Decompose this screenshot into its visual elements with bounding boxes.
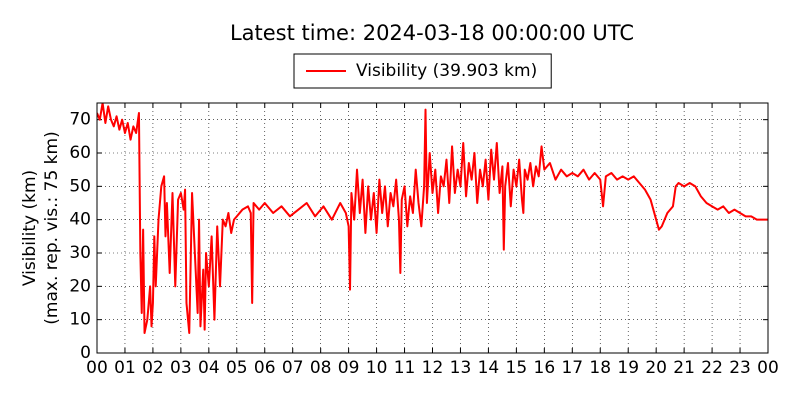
y-tick-label: 40 (69, 210, 91, 230)
x-tick-label: 06 (254, 358, 276, 378)
x-tick-label: 14 (478, 358, 500, 378)
x-tick-label: 16 (534, 358, 556, 378)
x-tick-label: 13 (450, 358, 472, 378)
legend-label: Visibility (39.903 km) (356, 61, 537, 81)
legend: Visibility (39.903 km) (293, 53, 552, 89)
plot-frame (96, 102, 769, 354)
y-tick-label: 60 (69, 143, 91, 163)
data-line (97, 103, 768, 334)
x-tick-label: 07 (282, 358, 304, 378)
x-tick-label: 10 (366, 358, 388, 378)
x-tick-label: 01 (114, 358, 136, 378)
x-tick-label: 08 (310, 358, 332, 378)
y-tick-label: 30 (69, 243, 91, 263)
x-tick-label: 18 (589, 358, 611, 378)
y-tick-label: 0 (80, 343, 91, 363)
x-tick-label: 04 (198, 358, 220, 378)
x-tick-label: 09 (338, 358, 360, 378)
x-tick-label: 00 (86, 358, 108, 378)
x-tick-label: 19 (617, 358, 639, 378)
x-tick-label: 22 (701, 358, 723, 378)
y-axis-label: (max. rep. vis.: 75 km) (42, 131, 62, 324)
y-tick-label: 10 (69, 310, 91, 330)
x-tick-label: 03 (170, 358, 192, 378)
chart-title: Latest time: 2024-03-18 00:00:00 UTC (230, 21, 634, 45)
y-tick-label: 70 (69, 110, 91, 130)
y-axis-label: Visibility (km) (20, 170, 40, 286)
x-tick-label: 17 (561, 358, 583, 378)
x-tick-label: 20 (645, 358, 667, 378)
x-tick-label: 23 (729, 358, 751, 378)
x-tick-label: 21 (673, 358, 695, 378)
y-tick-label: 20 (69, 276, 91, 296)
x-tick-label: 12 (422, 358, 444, 378)
y-tick-label: 50 (69, 176, 91, 196)
x-tick-label: 05 (226, 358, 248, 378)
x-tick-label: 00 (757, 358, 779, 378)
x-tick-label: 02 (142, 358, 164, 378)
x-tick-label: 15 (506, 358, 528, 378)
x-tick-label: 11 (394, 358, 416, 378)
